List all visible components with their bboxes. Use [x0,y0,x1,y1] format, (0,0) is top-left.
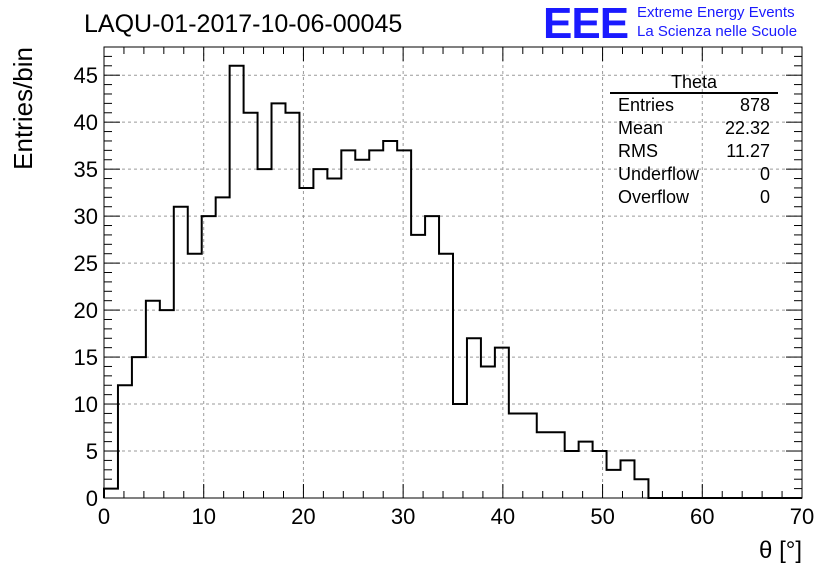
eee-logo: EEE [543,0,629,48]
histogram-bin [453,404,467,498]
stats-value: 0 [759,187,770,207]
histogram-bin [355,160,369,498]
histogram-bin [495,348,509,498]
y-tick-label: 10 [74,392,98,417]
histogram-bin [272,103,286,498]
y-tick-label: 0 [86,486,98,511]
stats-value: 22.32 [724,118,770,138]
histogram-bin [216,197,230,498]
stats-label: Overflow [618,187,690,207]
histogram-bin [537,432,551,498]
stats-label: Entries [618,95,675,115]
stats-label: Underflow [618,164,700,184]
histogram-line [103,64,802,499]
x-tick-label: 70 [790,504,814,529]
stats-value: 0 [759,164,770,184]
histogram-bin [313,169,327,498]
histogram-bin [160,310,174,498]
stats-row-overflow: Overflow 0 [610,186,778,209]
histogram-bin [439,254,453,498]
stats-label: RMS [618,141,658,161]
y-tick-label: 25 [74,251,98,276]
logo-caption-line1: Extreme Energy Events [637,4,795,21]
histogram-bin [397,150,411,498]
histogram-bin [634,479,648,498]
histogram-bin [383,141,397,498]
histogram-bin [523,413,537,498]
histogram-bin [299,188,313,498]
x-tick-label: 0 [98,504,110,529]
histogram-bin [202,216,216,498]
histogram-bin [285,113,299,498]
y-tick-label: 40 [74,110,98,135]
x-tick-label: 10 [191,504,215,529]
stats-value: 11.27 [726,141,770,161]
chart-title: LAQU-01-2017-10-06-00045 [84,10,403,38]
y-tick-label: 5 [86,439,98,464]
histogram-bin [565,451,579,498]
y-axis-label: Entries/bin [8,47,38,170]
logo-caption: Extreme Energy Events La Scienza nelle S… [637,3,797,41]
x-axis-label: θ [°] [759,537,802,564]
histogram-bin [341,150,355,498]
histogram-bin [369,150,383,498]
stats-row-underflow: Underflow 0 [610,163,778,186]
histogram-bin [579,442,593,498]
x-tick-label: 40 [491,504,515,529]
histogram-bin [132,357,146,498]
y-tick-label: 35 [74,157,98,182]
stats-row-mean: Mean 22.32 [610,117,778,140]
stats-row-rms: RMS 11.27 [610,140,778,163]
histogram-bin [509,413,523,498]
histogram-bin [244,113,258,498]
stats-row-entries: Entries 878 [610,94,778,117]
histogram-bin [411,235,425,498]
histogram-bin [118,385,132,498]
histogram-bin [425,216,439,498]
histogram-bin [467,338,481,498]
x-tick-label: 30 [391,504,415,529]
stats-label: Mean [618,118,664,138]
histogram-bin [146,301,160,498]
histogram-bin [551,432,565,498]
x-tick-label: 20 [291,504,315,529]
y-tick-label: 20 [74,298,98,323]
stats-value: 878 [739,95,770,115]
stats-box-name: Theta [610,72,778,94]
histogram-bin [593,451,607,498]
y-tick-label: 45 [74,63,98,88]
x-tick-label: 60 [690,504,714,529]
logo-caption-line2: La Scienza nelle Scuole [637,23,798,40]
histogram-bin [327,179,341,498]
histogram-bin [188,254,202,498]
x-tick-label: 50 [590,504,614,529]
histogram-bin [481,366,495,498]
histogram-bin [258,169,272,498]
stats-box: Theta Entries 878 Mean 22.32 RMS 11.27 U… [610,72,778,209]
y-tick-label: 15 [74,345,98,370]
histogram-bin [230,66,244,498]
y-tick-label: 30 [74,204,98,229]
histogram-bin [104,489,118,498]
histogram-bin [607,470,621,498]
histogram-bin [174,207,188,498]
